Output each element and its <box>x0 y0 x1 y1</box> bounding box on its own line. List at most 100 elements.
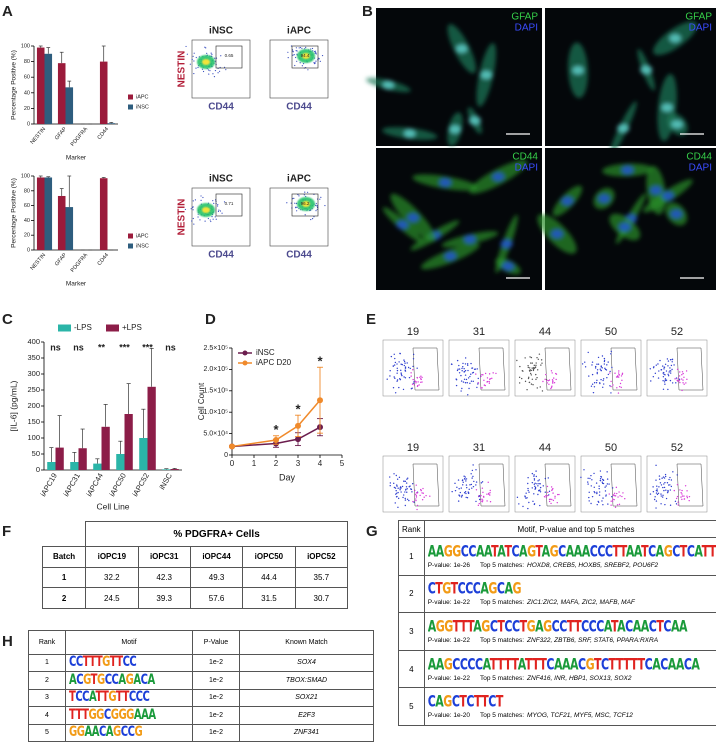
legend-swatch <box>128 243 133 249</box>
bar <box>55 447 64 470</box>
logo-letter: C <box>588 618 597 635</box>
x-axis-title: Marker <box>66 155 87 162</box>
event-dot <box>468 387 470 390</box>
logo-letter: A <box>480 581 489 598</box>
event-dot <box>472 380 474 383</box>
bar <box>162 469 171 470</box>
event-dot <box>676 379 678 381</box>
event-dot <box>469 484 471 486</box>
logo-letter: T <box>608 656 617 673</box>
marker-label: CD44 <box>512 152 538 163</box>
logo-letter: T <box>504 656 512 673</box>
event-dot <box>414 380 416 382</box>
y-tick-label: 1.0×10⁵ <box>203 409 228 416</box>
error-bar <box>149 348 154 387</box>
event-dot <box>476 386 478 389</box>
nucleus <box>455 44 468 54</box>
logo-letter: C <box>98 724 106 741</box>
logo-letter: C <box>559 618 567 635</box>
event-dot <box>389 375 391 377</box>
logo-letter: G <box>543 618 552 635</box>
logo-letter: A <box>633 543 642 560</box>
sequence-logo: AGGTTTAGCTCCTGAGCCTTCCCATACAACTCAA <box>428 618 688 635</box>
significance-label: ns <box>73 342 84 352</box>
event-dot <box>390 355 393 358</box>
event-dot <box>401 374 403 377</box>
event-dot <box>464 369 467 372</box>
data-point <box>295 422 301 429</box>
event-dot <box>675 382 677 384</box>
event-dot <box>464 363 467 365</box>
event-dot <box>588 375 590 377</box>
event-dot <box>661 365 664 367</box>
logo-letter: A <box>133 672 141 689</box>
event-dot <box>194 199 197 201</box>
event-dot <box>480 500 482 502</box>
table-row: 2 ACGTGCCAGACA 1e-2 TBOX:SMAD <box>28 671 374 690</box>
logo-letter: G <box>69 724 77 741</box>
event-dot <box>554 497 556 499</box>
event-dot <box>294 202 296 204</box>
event-dot <box>611 496 613 498</box>
logo-letter: C <box>511 618 520 635</box>
event-dot <box>396 363 398 365</box>
logo-letter: C <box>129 654 137 671</box>
event-dot <box>467 377 470 379</box>
table-cell: GGAACAGCCG <box>65 723 193 742</box>
y-tick-label: 100 <box>21 43 30 49</box>
event-dot <box>683 376 685 378</box>
event-dot <box>321 54 324 57</box>
event-dot <box>399 487 401 489</box>
event-dot <box>621 373 623 376</box>
logo-letter: A <box>652 656 661 673</box>
x-tick-label: 2 <box>274 459 279 468</box>
logo-letter: C <box>460 543 469 560</box>
event-dot <box>527 366 530 369</box>
event-dot <box>680 492 682 494</box>
nucleus <box>407 213 420 223</box>
event-dot <box>605 494 607 496</box>
event-dot <box>671 382 674 384</box>
event-dot <box>399 486 402 488</box>
event-dot <box>467 394 469 396</box>
event-dot <box>457 368 459 370</box>
event-dot <box>413 384 415 386</box>
bar <box>36 47 45 125</box>
event-dot <box>192 217 194 220</box>
matches-label: Top 5 matches: <box>479 674 525 682</box>
event-dot <box>683 495 685 497</box>
event-dot <box>184 208 186 211</box>
event-dot <box>293 197 295 200</box>
x-tick-label: GFAP <box>54 252 68 267</box>
significance-label: * <box>295 402 301 417</box>
event-dot <box>591 373 594 376</box>
logo-letter: T <box>615 656 624 673</box>
event-dot <box>315 210 317 212</box>
event-dot <box>489 492 491 494</box>
event-dot <box>468 488 470 491</box>
event-dot <box>482 491 484 494</box>
logo-letter: A <box>482 656 491 673</box>
legend-label: iNSC <box>256 348 275 357</box>
event-dot <box>530 362 532 364</box>
plot-title: 44 <box>539 442 551 454</box>
event-dot <box>412 500 414 503</box>
event-dot <box>663 483 665 485</box>
event-dot <box>539 386 541 388</box>
event-dot <box>521 377 523 380</box>
table-cell: 31.5 <box>242 587 296 609</box>
event-dot <box>527 365 529 367</box>
event-dot <box>319 198 321 200</box>
event-dot <box>421 376 423 379</box>
x-tick-label: PDGFRA <box>70 252 90 274</box>
event-dot <box>472 371 475 374</box>
logo-letter: C <box>142 689 150 706</box>
event-dot <box>458 495 461 497</box>
logo-letter: T <box>535 543 542 560</box>
logo-letter: C <box>103 707 111 724</box>
event-dot <box>597 500 599 503</box>
event-dot <box>532 369 535 372</box>
event-dot <box>416 508 418 511</box>
event-dot <box>548 490 551 493</box>
